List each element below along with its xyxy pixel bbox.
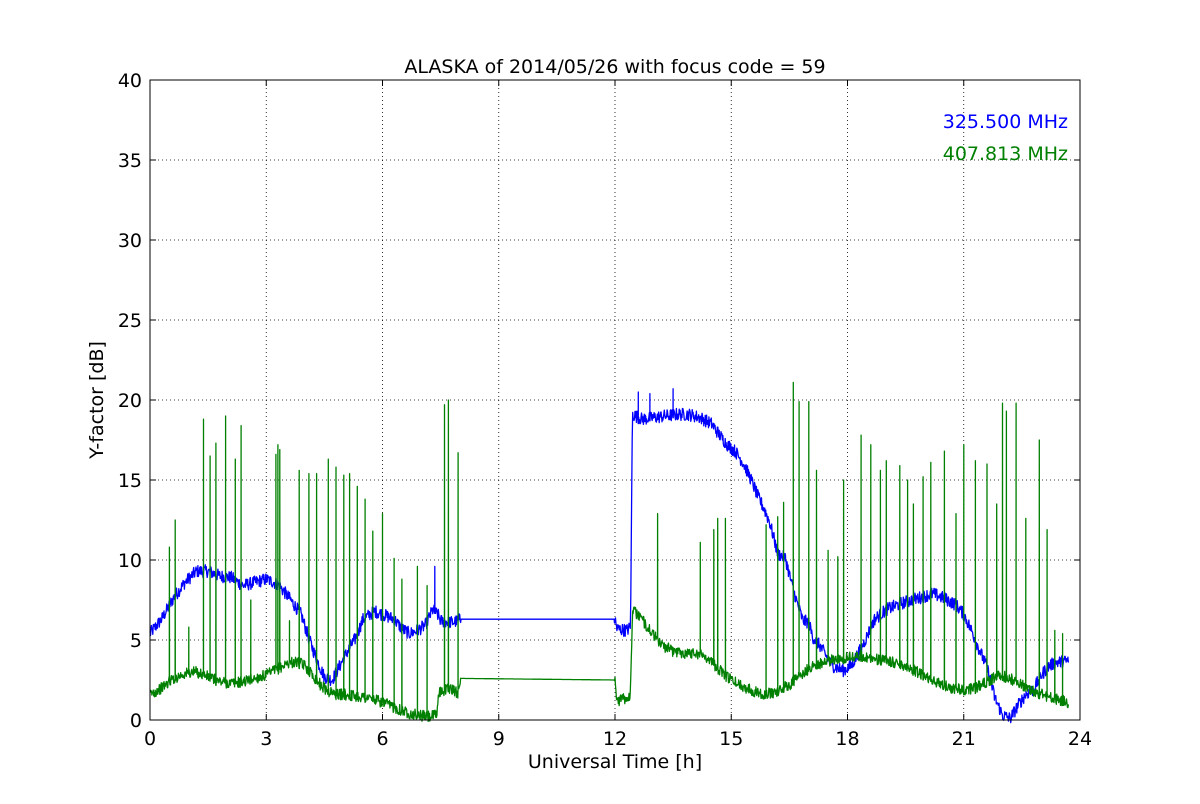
x-tick-label: 24: [1068, 728, 1092, 750]
y-tick-label: 30: [118, 230, 142, 252]
x-tick-label: 12: [603, 728, 627, 750]
legend-entry: 325.500 MHz: [943, 111, 1068, 133]
y-tick-label: 0: [130, 710, 142, 732]
series-layer: [149, 381, 1070, 724]
y-tick-label: 20: [118, 390, 142, 412]
legend: 325.500 MHz 407.813 MHz: [943, 111, 1068, 165]
x-tick-label: 0: [144, 728, 156, 750]
x-tick-label: 6: [376, 728, 388, 750]
x-tick-label: 3: [260, 728, 272, 750]
chart-title: ALASKA of 2014/05/26 with focus code = 5…: [404, 56, 825, 78]
x-tick-label: 9: [493, 728, 505, 750]
y-tick-label: 15: [118, 470, 142, 492]
series-line-1: [149, 381, 1070, 722]
y-tick-label: 5: [130, 630, 142, 652]
y-tick-label: 35: [118, 150, 142, 172]
x-tick-label: 15: [719, 728, 743, 750]
x-tick-label: 18: [835, 728, 859, 750]
ticks: 0 3 6 9 12 15 18 21 24 0 5 10 15 20 25 30 35 40: [118, 70, 1092, 750]
series-line-0: [149, 388, 1070, 724]
y-tick-label: 40: [118, 70, 142, 92]
y-tick-label: 10: [118, 550, 142, 572]
legend-entry: 407.813 MHz: [943, 143, 1068, 165]
x-tick-label: 21: [952, 728, 976, 750]
y-axis-label: Y-factor [dB]: [86, 341, 108, 460]
x-axis-label: Universal Time [h]: [528, 751, 702, 773]
y-tick-label: 25: [118, 310, 142, 332]
grid: [150, 80, 1080, 720]
